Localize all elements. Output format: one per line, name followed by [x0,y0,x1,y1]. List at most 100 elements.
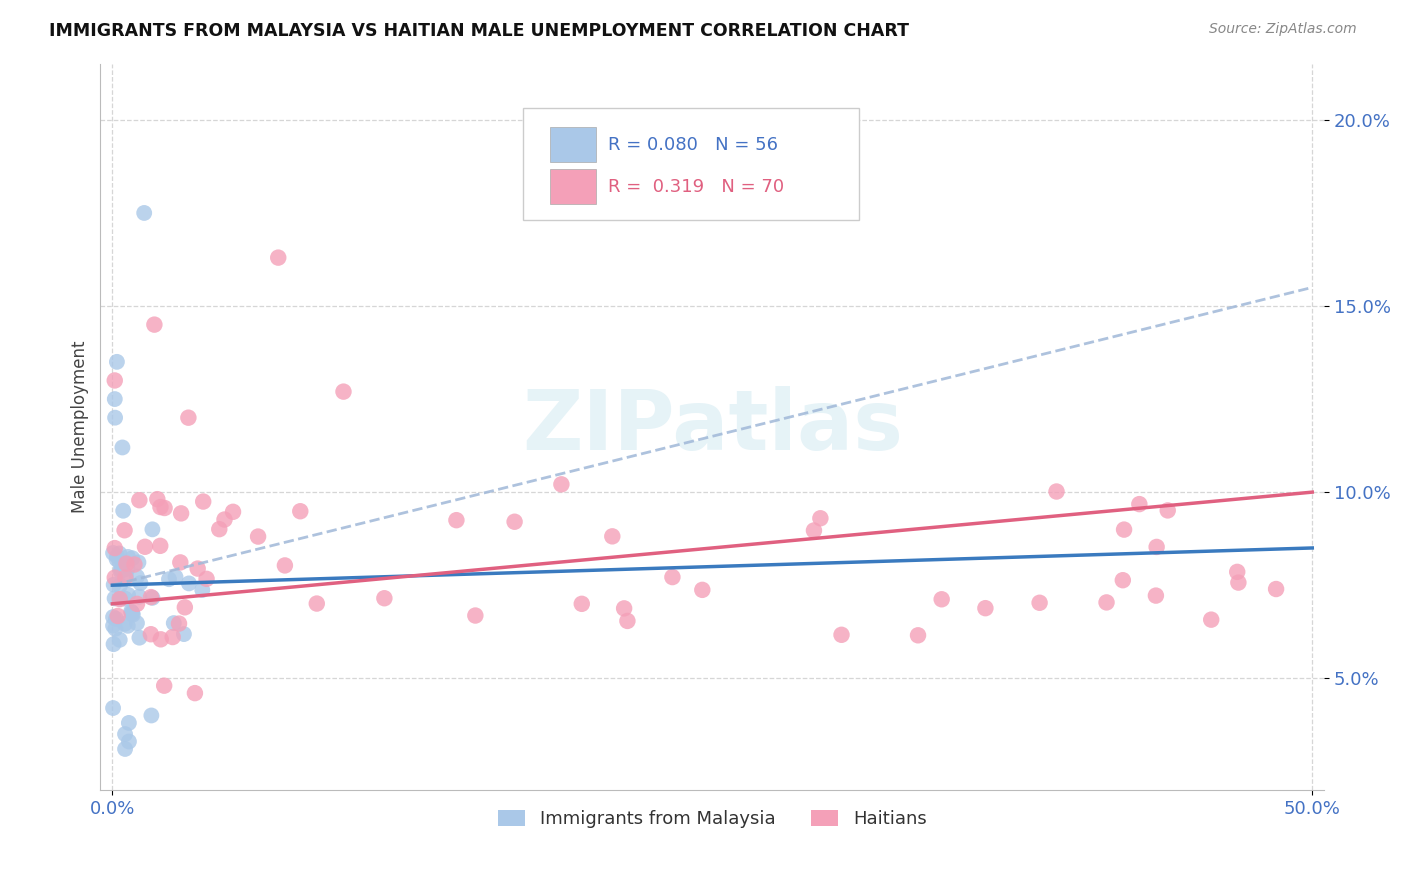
Point [108,632,131,647]
Point [104,622,127,636]
Point [373,591,395,606]
Point [105,549,128,564]
Point [141,591,163,605]
Point [1146,540,1168,554]
Point [121,607,143,622]
Point [173,600,195,615]
Bar [550,169,596,204]
Point [143,318,166,332]
Point [114,742,136,756]
Point [101,610,124,624]
Point [1112,523,1135,537]
Point [214,512,236,526]
Point [115,569,138,583]
Point [170,507,193,521]
Point [141,708,163,723]
Point [110,563,132,577]
Point [101,701,124,715]
Point [149,632,172,647]
Point [115,557,138,571]
Point [121,551,143,566]
Point [162,630,184,644]
Point [125,570,148,584]
Point [274,558,297,573]
Point [105,355,128,369]
Point [134,206,156,220]
Point [803,524,825,538]
Point [108,591,131,606]
Point [107,609,129,624]
FancyBboxPatch shape [523,108,859,220]
Point [124,558,146,572]
Point [104,410,127,425]
Point [661,570,683,584]
Point [1157,503,1180,517]
Point [808,511,831,525]
Point [167,616,190,631]
Point [613,601,636,615]
Point [117,588,139,602]
Point [193,494,215,508]
Point [117,619,139,633]
Point [974,601,997,615]
Point [111,441,134,455]
Point [1045,484,1067,499]
Point [907,628,929,642]
Point [1144,589,1167,603]
Point [153,679,176,693]
Text: Source: ZipAtlas.com: Source: ZipAtlas.com [1209,22,1357,37]
Point [1028,596,1050,610]
Point [184,686,207,700]
Point [104,541,127,555]
Point [128,631,150,645]
Point [118,734,141,748]
Point [1128,497,1150,511]
Point [101,546,124,560]
Point [616,614,638,628]
Point [139,627,162,641]
Point [464,608,486,623]
Text: R =  0.319   N = 70: R = 0.319 N = 70 [609,178,785,195]
Point [177,576,200,591]
Point [446,513,468,527]
Point [146,492,169,507]
Point [157,572,180,586]
Point [247,530,270,544]
Point [104,392,127,406]
Point [931,592,953,607]
Point [692,582,714,597]
Point [305,597,328,611]
Point [128,493,150,508]
Point [1112,573,1135,587]
Point [1227,575,1250,590]
Point [571,597,593,611]
Point [153,500,176,515]
Point [208,522,231,536]
Point [114,591,136,606]
Point [222,505,245,519]
Point [503,515,526,529]
Point [117,562,139,576]
Point [108,592,131,607]
Point [1199,613,1222,627]
Point [108,578,131,592]
Point [105,552,128,566]
Point [114,727,136,741]
Point [101,618,124,632]
Point [1226,565,1249,579]
Point [114,571,136,585]
Point [104,612,127,626]
Legend: Immigrants from Malaysia, Haitians: Immigrants from Malaysia, Haitians [491,803,934,835]
Point [831,628,853,642]
Point [127,555,149,569]
Y-axis label: Male Unemployment: Male Unemployment [72,341,89,513]
Bar [550,128,596,162]
Point [114,616,136,631]
Point [267,251,290,265]
Point [125,597,148,611]
Point [129,576,152,591]
Point [290,504,312,518]
Point [125,616,148,631]
Point [134,540,156,554]
Text: R = 0.080   N = 56: R = 0.080 N = 56 [609,136,779,153]
